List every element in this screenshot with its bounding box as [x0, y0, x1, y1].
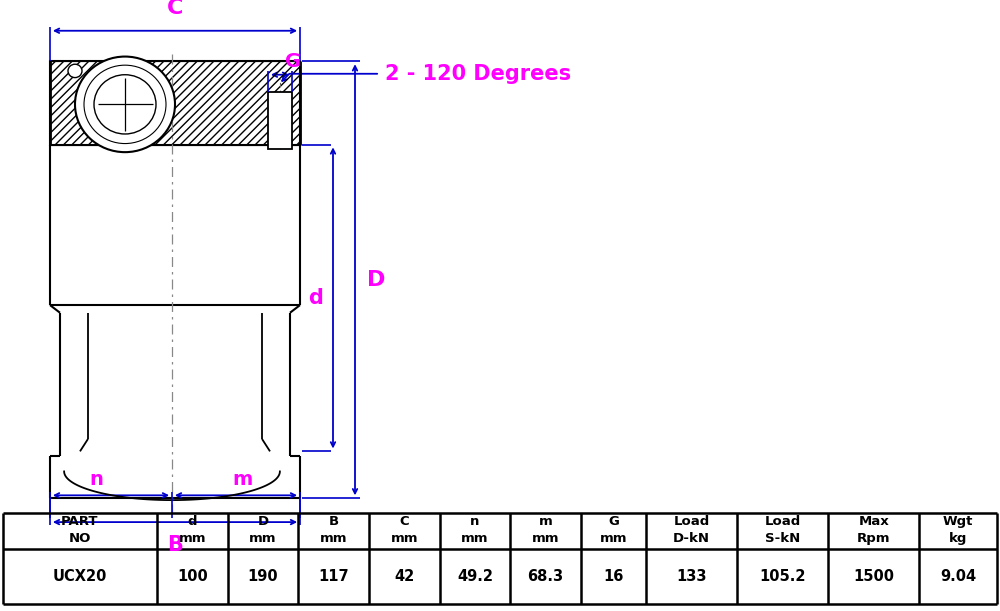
- Text: m: m: [232, 470, 253, 489]
- Text: d: d: [308, 288, 323, 308]
- Text: B: B: [167, 535, 183, 555]
- Text: mm: mm: [320, 532, 347, 546]
- Text: D: D: [257, 515, 268, 528]
- Text: Load: Load: [765, 515, 801, 528]
- Text: mm: mm: [249, 532, 277, 546]
- Circle shape: [68, 64, 82, 78]
- Text: 2 - 120 Degrees: 2 - 120 Degrees: [385, 64, 571, 84]
- Text: S-kN: S-kN: [765, 532, 800, 546]
- Text: C: C: [167, 0, 183, 18]
- Bar: [50, 61, 300, 145]
- Text: 100: 100: [177, 569, 208, 584]
- Text: n: n: [89, 470, 103, 489]
- Text: 9.04: 9.04: [940, 569, 976, 584]
- Text: mm: mm: [600, 532, 627, 546]
- Text: mm: mm: [178, 532, 206, 546]
- Text: Max: Max: [859, 515, 889, 528]
- Text: C: C: [399, 515, 409, 528]
- Text: mm: mm: [532, 532, 559, 546]
- Text: 1500: 1500: [853, 569, 894, 584]
- Text: D: D: [367, 270, 385, 290]
- Text: Load: Load: [673, 515, 710, 528]
- Text: G: G: [285, 52, 301, 71]
- Text: Rpm: Rpm: [857, 532, 891, 546]
- Text: mm: mm: [461, 532, 489, 546]
- Circle shape: [75, 57, 175, 152]
- Text: Wgt: Wgt: [943, 515, 973, 528]
- Text: NO: NO: [69, 532, 91, 546]
- Text: 68.3: 68.3: [528, 569, 564, 584]
- Bar: [268, 92, 292, 149]
- Text: G: G: [608, 515, 619, 528]
- Circle shape: [94, 75, 156, 134]
- Text: 105.2: 105.2: [759, 569, 806, 584]
- Text: D-kN: D-kN: [673, 532, 710, 546]
- Text: UCX20: UCX20: [53, 569, 107, 584]
- Text: PART: PART: [61, 515, 99, 528]
- Text: 117: 117: [318, 569, 349, 584]
- Text: 49.2: 49.2: [457, 569, 493, 584]
- Text: B: B: [329, 515, 339, 528]
- Text: 190: 190: [248, 569, 278, 584]
- Text: 16: 16: [603, 569, 624, 584]
- Text: m: m: [539, 515, 552, 528]
- Text: kg: kg: [949, 532, 967, 546]
- Text: 42: 42: [394, 569, 414, 584]
- Bar: [50, 61, 300, 145]
- Text: mm: mm: [390, 532, 418, 546]
- Text: n: n: [470, 515, 480, 528]
- Text: 133: 133: [676, 569, 707, 584]
- Text: d: d: [187, 515, 197, 528]
